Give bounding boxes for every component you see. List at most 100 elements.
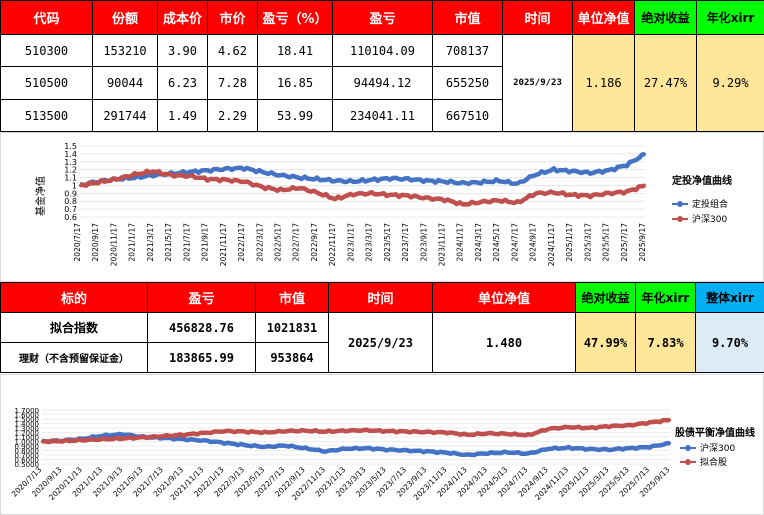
series-line-1 — [79, 168, 646, 207]
x-tick-label: 2023/7/17 — [401, 223, 410, 262]
data-point — [534, 192, 537, 195]
data-point — [304, 429, 307, 432]
chart2-legend-series-0: 沪深300 — [700, 442, 735, 454]
data-point — [425, 196, 428, 200]
chart1-ylabel: 基金净值 — [34, 176, 47, 216]
header-abs-return: 绝对收益 — [575, 282, 636, 313]
data-point — [445, 451, 449, 454]
data-point — [608, 448, 611, 451]
data-point — [628, 447, 631, 450]
data-point — [516, 201, 519, 204]
cell-shares: 153210 — [92, 34, 158, 67]
cell-abs-return: 27.47% — [634, 34, 697, 132]
data-point — [526, 434, 530, 437]
chart2-legend: 沪深300 拟合股 — [680, 442, 735, 468]
nav-chart-balanced: 1.70001.60001.50001.40001.30001.20001.10… — [0, 374, 764, 515]
data-point — [608, 425, 611, 428]
data-point — [206, 177, 209, 181]
data-point — [589, 194, 592, 197]
data-point — [587, 447, 591, 451]
data-point — [643, 152, 647, 156]
data-point — [133, 176, 136, 179]
y-tick-label: 1.2 — [64, 166, 77, 175]
x-tick-label: 2023/11/17 — [438, 223, 447, 266]
y-tick-label: 0.6000 — [15, 457, 40, 465]
table-row: 513500 291744 1.49 2.29 53.99 234041.11 … — [0, 99, 764, 132]
header-unit-nav: 单位净值 — [432, 282, 576, 313]
data-point — [297, 176, 300, 179]
data-point — [385, 448, 388, 451]
x-tick-label: 2022/1/17 — [237, 223, 246, 262]
x-tick-label: 2023/1/17 — [346, 223, 355, 262]
cell-cost: 3.90 — [157, 34, 208, 67]
x-tick-label: 2021/7/17 — [182, 223, 191, 262]
header-pnl: 盈亏 — [332, 0, 433, 35]
header-code: 代码 — [0, 0, 93, 35]
data-point — [142, 436, 145, 439]
data-point — [333, 179, 337, 182]
data-point — [388, 193, 392, 197]
y-tick-label: 0.5000 — [15, 461, 40, 469]
data-point — [547, 427, 550, 431]
y-tick-label: 1.0000 — [15, 439, 40, 447]
y-tick-label: 1.5000 — [15, 416, 40, 424]
data-point — [648, 421, 651, 424]
data-point — [388, 177, 392, 180]
header-overall-xirr: 整体xirr — [695, 282, 764, 313]
cell-target: 理财（不含预留保证金） — [0, 342, 148, 373]
y-tick-label: 0.8000 — [15, 448, 40, 456]
chart2-legend-series-1: 拟合股 — [700, 456, 727, 468]
data-point — [78, 184, 82, 187]
data-point — [206, 169, 209, 172]
x-tick-label: 2023/9/17 — [419, 223, 428, 262]
x-tick-label: 2025/5/17 — [602, 223, 611, 262]
data-point — [202, 431, 206, 435]
data-point — [628, 424, 631, 427]
data-point — [324, 430, 327, 433]
data-point — [263, 445, 267, 449]
data-point — [497, 179, 501, 182]
data-point — [304, 447, 307, 450]
x-tick-label: 2021/11/17 — [219, 223, 228, 266]
data-point — [552, 191, 556, 194]
data-point — [625, 163, 628, 167]
header-market-value: 市值 — [255, 282, 329, 313]
data-point — [61, 439, 64, 443]
header-abs-return: 绝对收益 — [634, 0, 697, 35]
cell-market-value: 655250 — [432, 66, 503, 100]
x-tick-label: 2021/5/17 — [164, 223, 173, 262]
cell-code: 510500 — [0, 66, 93, 100]
data-point — [121, 433, 125, 436]
chart1-title: 定投净值曲线 — [672, 174, 732, 187]
data-point — [567, 446, 570, 449]
data-point — [283, 429, 287, 433]
data-point — [224, 167, 228, 171]
y-tick-label: 1.3 — [64, 158, 77, 167]
cell-cost: 6.23 — [157, 66, 208, 100]
cell-shares: 291744 — [92, 99, 158, 132]
data-point — [486, 432, 489, 435]
cell-overall-xirr: 9.70% — [695, 312, 764, 373]
data-point — [552, 168, 556, 171]
y-tick-label: 1.2000 — [15, 430, 40, 438]
data-point — [405, 430, 408, 433]
data-point — [570, 170, 574, 173]
x-tick-label: 2025/3/17 — [583, 223, 592, 262]
cell-unit-nav: 1.480 — [432, 312, 576, 373]
series-line-1 — [41, 417, 671, 445]
cell-pnl: 94494.12 — [332, 66, 433, 100]
cell-pnl: 110104.09 — [332, 34, 433, 67]
x-tick-label: 2022/5/17 — [273, 223, 282, 262]
cell-market-value: 708137 — [432, 34, 503, 67]
cell-market-value: 667510 — [432, 99, 503, 132]
cell-xirr: 9.29% — [696, 34, 764, 132]
x-tick-label: 2022/11/17 — [328, 223, 337, 266]
data-point — [567, 425, 570, 429]
x-tick-label: 2024/3/17 — [474, 223, 483, 262]
x-tick-label: 2021/1/17 — [128, 223, 137, 262]
header-time: 时间 — [328, 282, 433, 313]
y-tick-label: 1.5 — [64, 142, 77, 151]
data-point — [202, 439, 206, 442]
data-point — [261, 185, 264, 189]
data-point — [486, 452, 489, 455]
